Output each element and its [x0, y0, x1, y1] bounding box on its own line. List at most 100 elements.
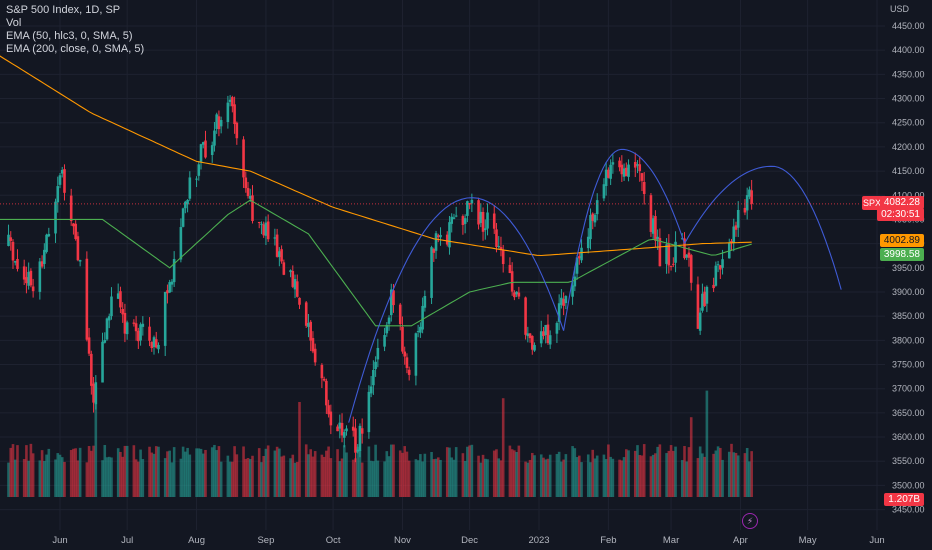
volume-bar: [219, 461, 223, 497]
candle-body: [734, 225, 738, 230]
candle-body: [416, 331, 420, 333]
volume-bar: [298, 402, 301, 497]
candle-body: [289, 270, 292, 273]
volume-bar: [304, 444, 308, 497]
candle-body: [54, 201, 57, 234]
volume-bar: [470, 444, 474, 497]
candle-body: [226, 102, 230, 122]
candle-body: [580, 247, 583, 261]
candle-body: [423, 295, 427, 308]
volume-bar: [416, 460, 420, 497]
volume-bar: [517, 445, 521, 497]
volume-bar: [278, 448, 281, 497]
candle-body: [327, 405, 330, 415]
volume-bar: [452, 459, 456, 497]
candle-body: [27, 271, 30, 286]
candle-body: [642, 181, 646, 195]
y-tick-label: 3500.00: [892, 480, 925, 490]
candle-body: [656, 236, 659, 240]
candle-body: [405, 357, 409, 368]
candle-body: [607, 169, 610, 178]
volume-bar: [468, 445, 471, 497]
volume-legend[interactable]: Vol: [6, 17, 22, 29]
candle-body: [524, 297, 527, 335]
volume-bar: [524, 461, 527, 497]
candle-body: [356, 449, 360, 452]
volume-bar: [611, 458, 615, 497]
candle-body: [121, 308, 124, 315]
volume-bar: [311, 456, 315, 497]
candle-body: [636, 164, 639, 166]
y-tick-label: 4250.00: [892, 118, 925, 128]
candle-body: [627, 164, 630, 177]
parabola-arc: [563, 148, 686, 331]
candle-body: [123, 313, 127, 334]
candle-body: [360, 428, 364, 434]
candle-body: [499, 247, 503, 251]
x-tick-label: Nov: [394, 535, 411, 546]
candle-body: [445, 234, 449, 245]
volume-bar: [577, 455, 581, 497]
volume-bar: [226, 455, 230, 497]
candle-body: [389, 289, 393, 316]
volume-bar: [719, 447, 722, 497]
candle-body: [454, 215, 458, 217]
candle-body: [25, 277, 28, 284]
ema50-legend[interactable]: EMA (50, hlc3, 0, SMA, 5): [6, 30, 133, 42]
volume-bars: [7, 386, 753, 497]
volume-bar: [132, 445, 136, 497]
volume-bar: [184, 451, 187, 497]
volume-bar: [201, 453, 205, 497]
candle-body: [47, 233, 51, 237]
volume-bar: [654, 453, 657, 497]
candle-body: [680, 238, 684, 240]
candle-body: [342, 432, 346, 438]
candle-body: [591, 213, 595, 221]
y-tick-label: 4150.00: [892, 166, 925, 176]
candle-body: [732, 226, 736, 244]
volume-bar: [282, 455, 286, 497]
volume-bar: [669, 445, 673, 497]
x-tick-label: Jun: [869, 535, 884, 546]
volume-bar: [665, 453, 668, 497]
volume-bar: [750, 451, 753, 497]
candle-body: [201, 142, 205, 145]
volume-bar: [593, 458, 597, 497]
volume-bar: [602, 454, 606, 497]
volume-bar: [609, 456, 612, 497]
ema200-legend[interactable]: EMA (200, close, 0, SMA, 5): [6, 43, 145, 55]
time-axis[interactable]: Jun Jul Aug Sep Oct Nov Dec 2023 Feb Mar Apr May Jun: [52, 535, 884, 546]
volume-bar: [672, 450, 675, 497]
y-tick-label: 4100.00: [892, 190, 925, 200]
volume-bar: [560, 461, 563, 497]
lightning-icon[interactable]: ⚡: [742, 513, 758, 529]
volume-bar: [607, 444, 610, 497]
candle-body: [544, 324, 548, 336]
candle-body: [11, 241, 15, 261]
ema200-line: [0, 55, 752, 257]
volume-bar: [351, 459, 355, 497]
candle-body: [7, 234, 10, 246]
volume-bar: [43, 460, 46, 497]
volume-bar: [329, 458, 333, 497]
candle-body: [329, 411, 333, 426]
volume-bar: [293, 462, 297, 497]
volume-bar: [712, 453, 715, 497]
candle-body: [213, 130, 216, 146]
candle-body: [340, 422, 344, 436]
volume-bar: [533, 455, 536, 497]
candle-body: [689, 255, 693, 283]
volume-bar: [197, 448, 201, 497]
volume-bar: [620, 460, 624, 497]
candle-body: [667, 243, 671, 266]
candle-body: [696, 284, 700, 329]
candle-body: [244, 177, 248, 189]
candle-body: [13, 261, 17, 263]
candle-body: [575, 257, 579, 274]
candle-body: [530, 335, 534, 350]
candle-body: [633, 162, 637, 168]
symbol-title[interactable]: S&P 500 Index, 1D, SP: [6, 4, 121, 16]
candle-body: [22, 266, 26, 280]
y-tick-label: 4200.00: [892, 142, 925, 152]
